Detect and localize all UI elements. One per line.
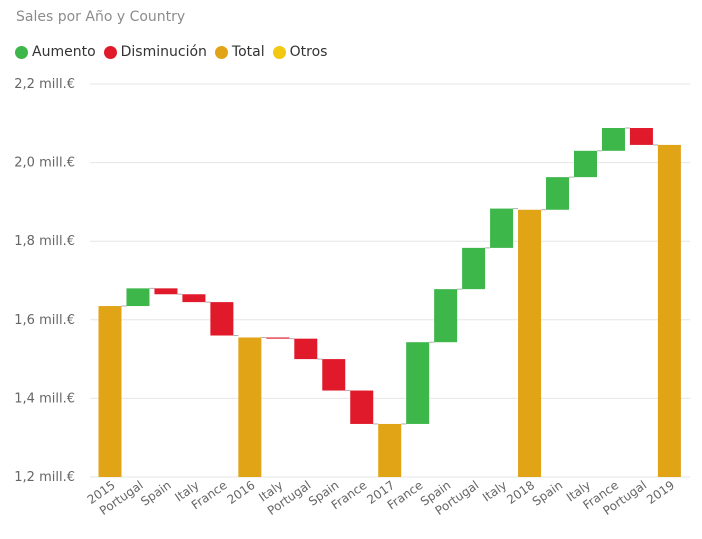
bar-italy[interactable] <box>490 208 514 248</box>
bar-france[interactable] <box>601 128 625 151</box>
bar-spain[interactable] <box>434 289 458 343</box>
x-tick-label: 2016 <box>225 478 258 507</box>
x-tick-label: 2018 <box>504 478 537 507</box>
bar-2019[interactable] <box>657 144 681 478</box>
legend-dot-increase <box>15 45 28 59</box>
bar-france[interactable] <box>350 390 374 424</box>
legend-item-increase[interactable]: Aumento <box>15 44 96 60</box>
bar-2016[interactable] <box>238 337 262 477</box>
legend-dot-other <box>272 45 286 59</box>
bar-spain[interactable] <box>154 288 178 295</box>
bar-2018[interactable] <box>518 209 542 477</box>
legend-label-other: Otros <box>289 44 328 60</box>
y-tick-label: 1,4 mill.€ <box>14 391 75 406</box>
bar-portugal[interactable] <box>629 128 653 145</box>
x-axis-labels: 2015PortugalSpainItalyFrance2016ItalyPor… <box>85 478 677 518</box>
chart-legend: Aumento Disminución Total Otros <box>15 44 335 60</box>
chart-title: Sales por Año y Country <box>16 9 186 25</box>
legend-dot-total <box>214 45 228 59</box>
x-tick-label: Spain <box>138 478 173 509</box>
y-tick-label: 2,2 mill.€ <box>14 77 75 92</box>
legend-label-decrease: Disminución <box>120 44 207 60</box>
bar-portugal[interactable] <box>462 247 486 290</box>
legend-label-total: Total <box>231 44 265 60</box>
bar-portugal[interactable] <box>126 288 150 307</box>
bar-layer <box>98 128 681 478</box>
bar-portugal[interactable] <box>294 338 318 360</box>
bar-2017[interactable] <box>378 423 402 477</box>
legend-item-other[interactable]: Otros <box>272 44 328 60</box>
y-tick-label: 1,8 mill.€ <box>14 234 75 249</box>
bar-2015[interactable] <box>98 306 122 477</box>
y-tick-label: 1,2 mill.€ <box>14 470 75 485</box>
bar-italy[interactable] <box>573 150 597 178</box>
bar-spain[interactable] <box>322 359 346 391</box>
legend-dot-decrease <box>103 45 117 59</box>
legend-item-total[interactable]: Total <box>214 44 265 60</box>
bar-spain[interactable] <box>546 177 570 210</box>
x-tick-label: 2019 <box>644 478 677 507</box>
connector-layer <box>121 127 658 425</box>
bar-france[interactable] <box>210 302 234 336</box>
legend-label-increase: Aumento <box>32 44 96 60</box>
x-tick-label: Spain <box>530 478 565 509</box>
legend-item-decrease[interactable]: Disminución <box>103 44 207 60</box>
x-tick-label: Italy <box>480 478 509 504</box>
bar-france[interactable] <box>406 342 430 424</box>
y-tick-label: 1,6 mill.€ <box>14 313 75 328</box>
bar-italy[interactable] <box>266 337 290 339</box>
bar-italy[interactable] <box>182 294 206 303</box>
y-tick-label: 2,0 mill.€ <box>14 156 75 171</box>
